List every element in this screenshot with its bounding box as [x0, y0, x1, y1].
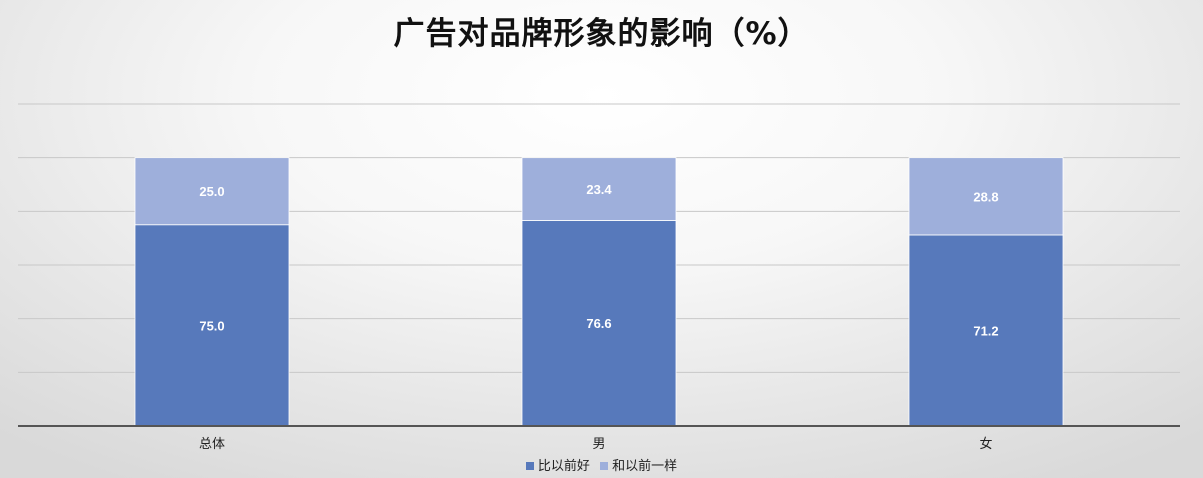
legend-swatch-series-0 — [525, 462, 534, 470]
x-tick-label-2: 女 — [979, 436, 992, 452]
data-labels: 75.0 25.0 76.6 23.4 71.2 28.8 — [199, 182, 998, 338]
data-label-series-1-1: 23.4 — [586, 182, 612, 197]
data-label-series-1-0: 25.0 — [199, 184, 224, 199]
x-tick-label-0: 总体 — [199, 437, 225, 452]
x-axis: 总体 男 女 — [18, 425, 1180, 452]
x-tick-label-1: 男 — [592, 437, 605, 452]
bar-series-1-0 — [134, 157, 290, 226]
data-label-series-0-0: 75.0 — [199, 318, 224, 333]
bars — [134, 157, 1064, 427]
chart-title: 广告对品牌形象的影响（%） — [393, 16, 810, 52]
legend-item-series-0: 比以前好 — [525, 455, 590, 474]
data-label-series-1-2: 28.8 — [973, 189, 998, 204]
legend-item-series-1: 和以前一样 — [600, 455, 677, 474]
legend-swatch-series-1 — [600, 462, 609, 470]
data-label-series-0-1: 76.6 — [586, 316, 611, 331]
data-label-series-0-2: 71.2 — [973, 323, 998, 338]
bar-series-0-0 — [134, 224, 290, 427]
bar-series-1-1 — [521, 157, 677, 221]
bar-series-1-2 — [908, 157, 1064, 236]
legend-label-series-0: 比以前好 — [537, 459, 590, 474]
legend: 比以前好 和以前一样 — [0, 455, 1203, 474]
legend-label-series-1: 和以前一样 — [612, 459, 678, 474]
